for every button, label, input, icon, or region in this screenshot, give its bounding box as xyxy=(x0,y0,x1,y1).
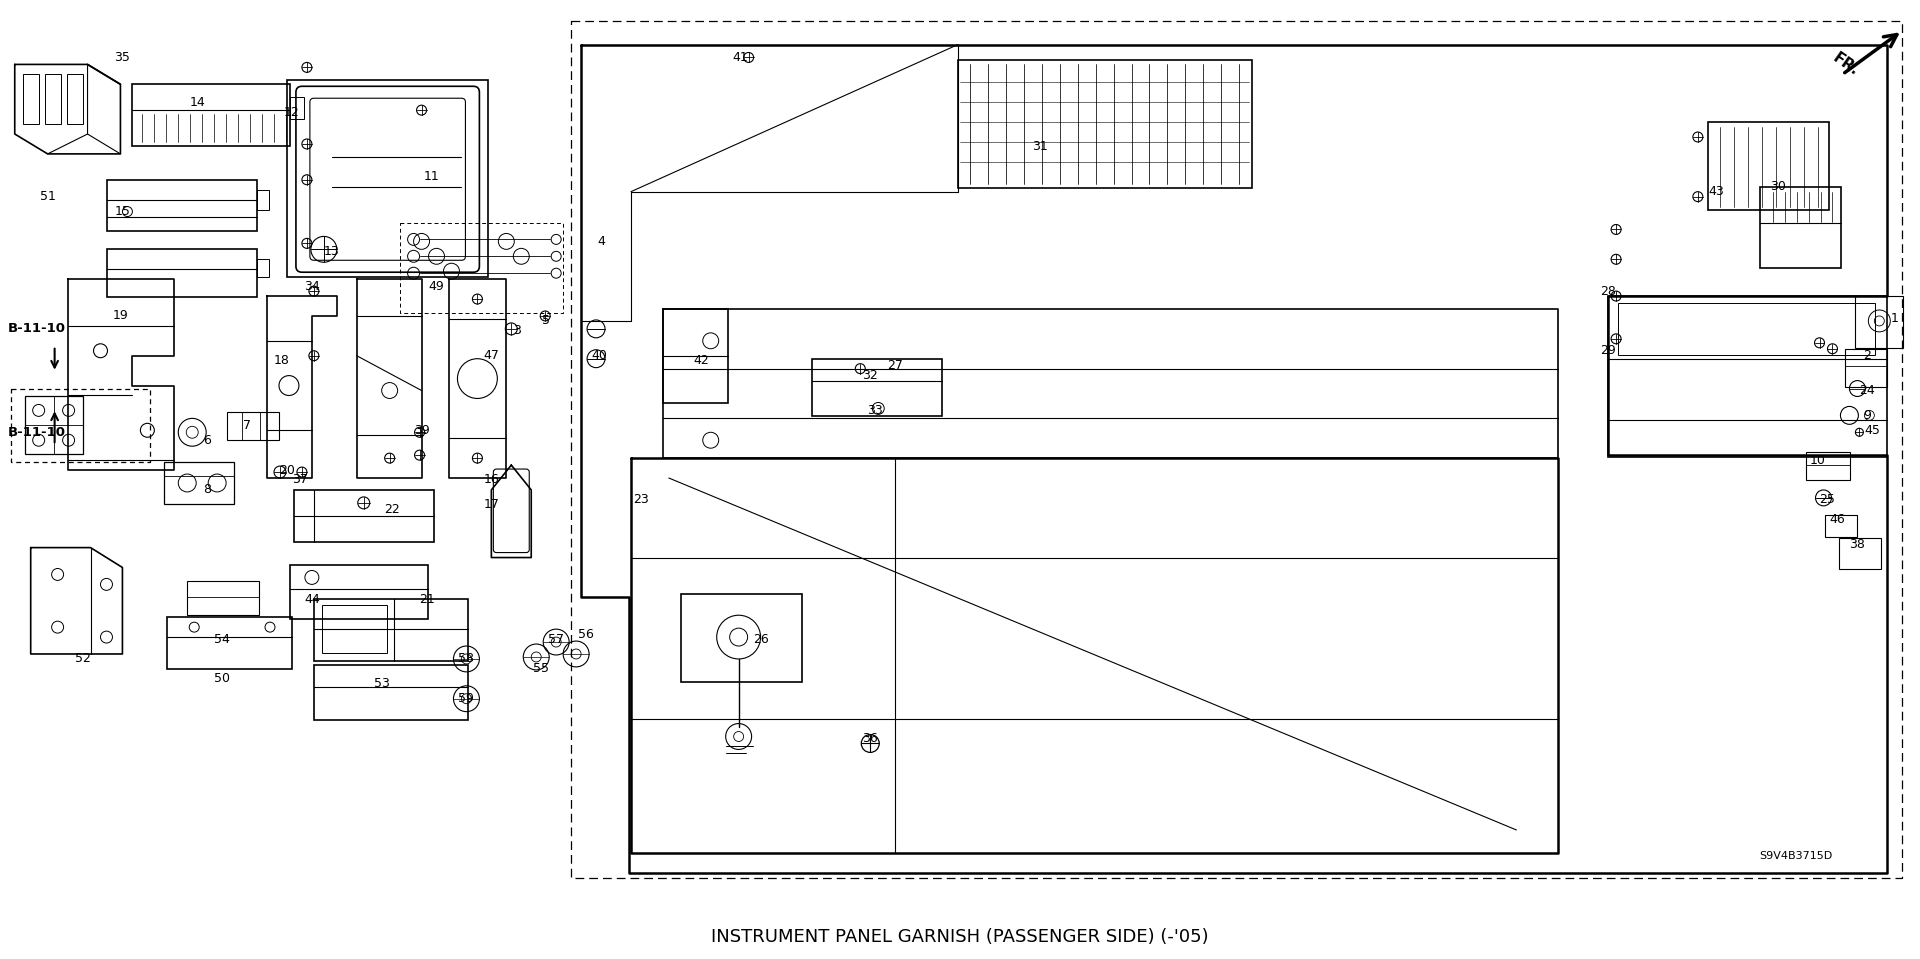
Bar xyxy=(257,190,269,210)
Bar xyxy=(132,84,290,146)
Text: 29: 29 xyxy=(1599,344,1617,358)
Text: B-11-10: B-11-10 xyxy=(8,426,65,439)
Text: 3: 3 xyxy=(513,324,520,338)
Text: 51: 51 xyxy=(40,190,56,203)
Bar xyxy=(227,412,278,440)
Bar xyxy=(108,249,257,297)
Text: 43: 43 xyxy=(1709,185,1724,199)
Text: 20: 20 xyxy=(278,463,296,477)
Text: 7: 7 xyxy=(244,419,252,432)
Text: 36: 36 xyxy=(862,732,877,745)
Bar xyxy=(290,565,428,620)
Text: 34: 34 xyxy=(303,280,321,292)
Text: 39: 39 xyxy=(413,424,430,436)
Text: 26: 26 xyxy=(753,633,768,645)
Text: 12: 12 xyxy=(284,105,300,119)
Bar xyxy=(323,605,386,653)
Text: 46: 46 xyxy=(1830,513,1845,526)
Text: 25: 25 xyxy=(1820,493,1836,506)
Text: 52: 52 xyxy=(75,652,90,666)
Text: 45: 45 xyxy=(1864,424,1880,436)
Text: 17: 17 xyxy=(484,499,499,511)
Text: 37: 37 xyxy=(292,474,307,486)
Text: 58: 58 xyxy=(459,652,474,666)
Text: B-11-10: B-11-10 xyxy=(8,322,65,336)
Bar xyxy=(290,97,303,119)
Text: 31: 31 xyxy=(1031,140,1048,153)
Bar xyxy=(1759,187,1841,269)
Text: 35: 35 xyxy=(115,51,131,64)
Text: 30: 30 xyxy=(1770,180,1786,193)
Bar xyxy=(1855,296,1903,348)
Text: 47: 47 xyxy=(484,349,499,363)
Text: 16: 16 xyxy=(484,474,499,486)
Text: S9V4B3715D: S9V4B3715D xyxy=(1759,851,1834,861)
Text: 50: 50 xyxy=(215,672,230,686)
Bar xyxy=(67,75,83,124)
Text: 56: 56 xyxy=(578,627,593,641)
Bar xyxy=(812,359,943,416)
Text: 54: 54 xyxy=(215,633,230,645)
Bar xyxy=(958,60,1252,188)
Text: 44: 44 xyxy=(303,593,321,606)
Bar xyxy=(165,462,234,503)
Text: 13: 13 xyxy=(324,245,340,258)
Text: 32: 32 xyxy=(862,369,877,382)
Bar xyxy=(108,179,257,231)
Text: 18: 18 xyxy=(275,354,290,367)
Bar xyxy=(188,581,259,616)
Bar xyxy=(313,599,468,661)
Bar xyxy=(286,81,488,277)
Text: 4: 4 xyxy=(597,235,605,247)
Text: 11: 11 xyxy=(424,171,440,183)
Bar xyxy=(1619,303,1876,355)
Bar xyxy=(313,665,468,719)
Text: 6: 6 xyxy=(204,433,211,447)
Bar xyxy=(1609,296,1887,457)
Text: 49: 49 xyxy=(428,280,444,292)
Bar xyxy=(1839,538,1882,570)
Bar xyxy=(1707,122,1830,210)
Text: 19: 19 xyxy=(113,310,129,322)
Text: INSTRUMENT PANEL GARNISH (PASSENGER SIDE) (-'05): INSTRUMENT PANEL GARNISH (PASSENGER SIDE… xyxy=(710,928,1210,947)
Text: 27: 27 xyxy=(887,360,902,372)
Text: 1: 1 xyxy=(1891,313,1899,325)
Bar xyxy=(662,309,728,404)
Text: 24: 24 xyxy=(1859,384,1876,397)
Text: 15: 15 xyxy=(115,205,131,218)
Text: 59: 59 xyxy=(459,692,474,705)
Text: 33: 33 xyxy=(868,404,883,417)
Text: FR.: FR. xyxy=(1830,50,1860,79)
Bar xyxy=(167,618,292,668)
Text: 22: 22 xyxy=(384,503,399,516)
Bar xyxy=(23,75,38,124)
Bar xyxy=(44,75,61,124)
Text: 28: 28 xyxy=(1599,285,1617,297)
Text: 2: 2 xyxy=(1864,349,1872,363)
Text: 40: 40 xyxy=(591,349,607,363)
Text: 5: 5 xyxy=(541,315,551,327)
Bar xyxy=(1805,452,1851,480)
Text: 23: 23 xyxy=(634,493,649,506)
Text: 53: 53 xyxy=(374,677,390,690)
Bar xyxy=(294,490,434,542)
Bar xyxy=(1826,515,1857,537)
Text: 10: 10 xyxy=(1809,454,1826,467)
Bar xyxy=(25,396,83,455)
Bar xyxy=(1845,349,1887,386)
Text: 55: 55 xyxy=(534,663,549,675)
Text: 41: 41 xyxy=(733,51,749,64)
Text: 57: 57 xyxy=(549,633,564,645)
Text: 38: 38 xyxy=(1849,538,1866,551)
Text: 9: 9 xyxy=(1864,409,1872,422)
Bar xyxy=(257,259,269,277)
Bar xyxy=(682,595,803,682)
Text: 21: 21 xyxy=(419,593,434,606)
Text: 14: 14 xyxy=(190,96,205,108)
Text: 42: 42 xyxy=(693,354,708,367)
Text: 8: 8 xyxy=(204,483,211,497)
